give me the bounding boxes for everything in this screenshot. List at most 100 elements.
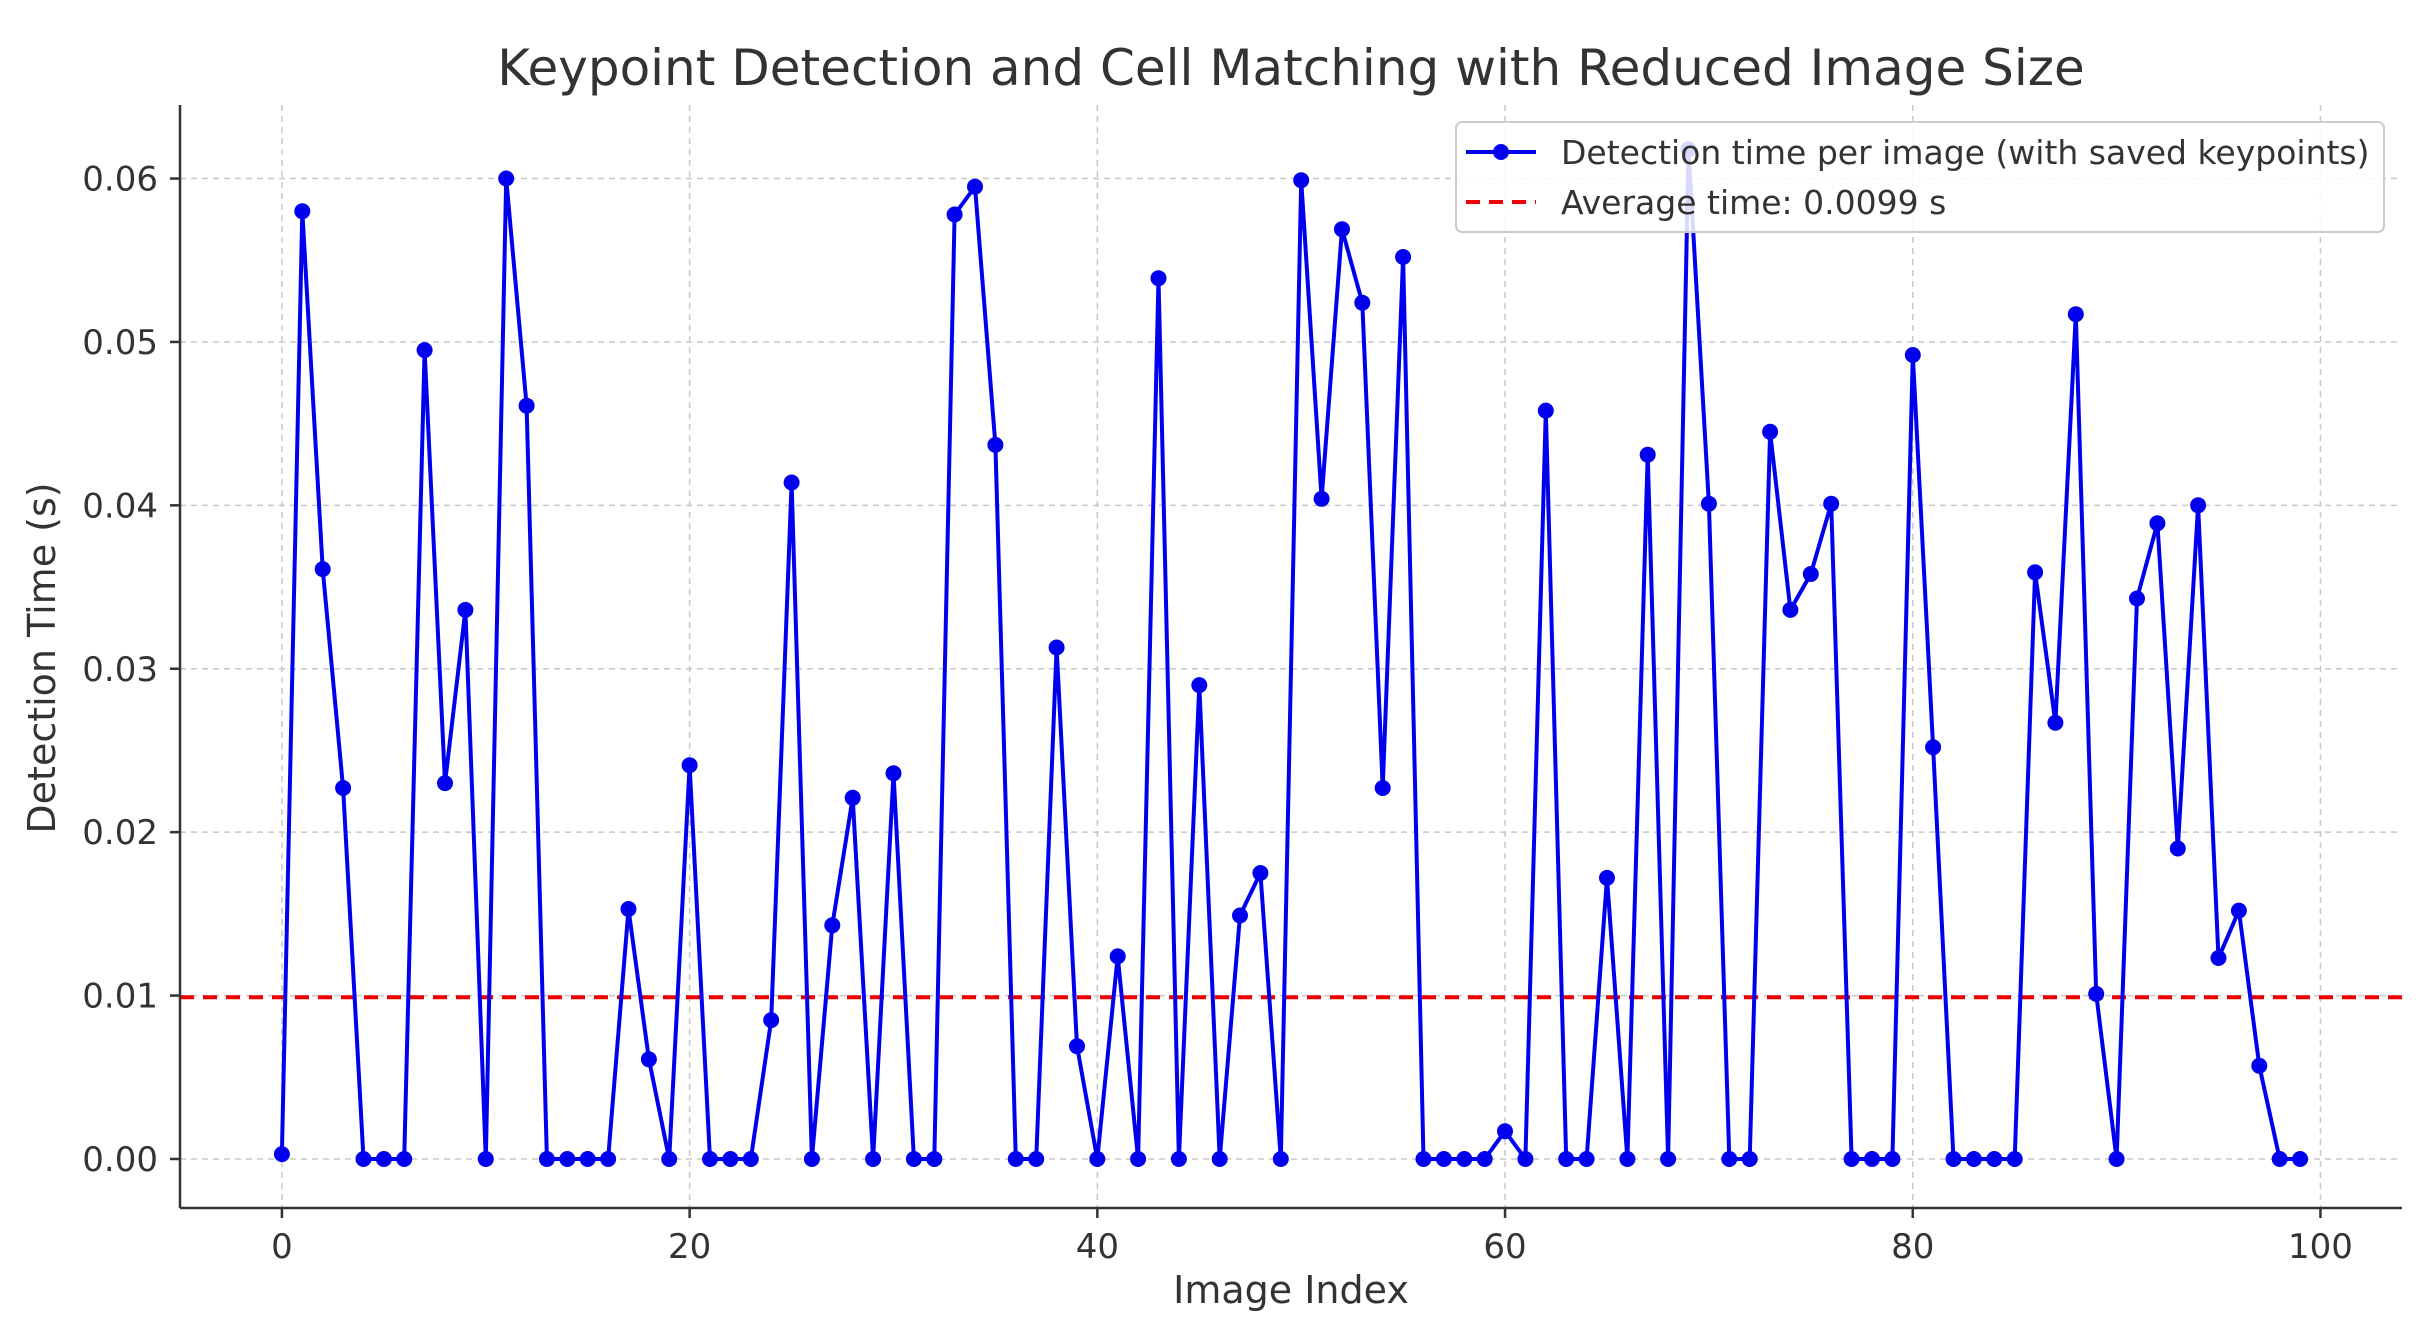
data-point xyxy=(1293,172,1310,189)
data-point xyxy=(1007,1151,1024,1167)
y-tick-label: 0.04 xyxy=(82,486,158,526)
data-point xyxy=(1965,1151,1982,1167)
data-point xyxy=(1089,1151,1106,1167)
data-point xyxy=(1252,865,1269,881)
legend-series-marker xyxy=(1493,144,1509,160)
data-point xyxy=(803,1151,820,1167)
data-point xyxy=(2292,1151,2309,1167)
data-point xyxy=(1232,907,1248,924)
data-point xyxy=(885,765,902,782)
y-tick-label: 0.02 xyxy=(82,813,158,853)
data-point xyxy=(1700,495,1717,512)
data-point xyxy=(2149,515,2166,532)
data-point xyxy=(620,901,637,917)
data-point xyxy=(783,474,800,491)
data-point xyxy=(273,1146,290,1163)
chart-title: Keypoint Detection and Cell Matching wit… xyxy=(497,39,2085,97)
data-point xyxy=(579,1151,596,1167)
data-point xyxy=(1782,601,1799,618)
data-point xyxy=(1374,780,1391,796)
data-point xyxy=(1599,869,1615,886)
x-tick-label: 40 xyxy=(1076,1227,1119,1267)
data-point xyxy=(1069,1038,1085,1055)
data-point xyxy=(2108,1151,2125,1167)
data-point xyxy=(2210,950,2227,966)
data-point xyxy=(1028,1151,1045,1167)
data-point xyxy=(498,170,515,187)
x-tick-label: 60 xyxy=(1483,1227,1526,1267)
data-point xyxy=(2067,306,2084,323)
data-point xyxy=(1395,249,1412,265)
data-point xyxy=(1904,347,1921,363)
data-point xyxy=(1762,423,1779,440)
data-point xyxy=(905,1151,922,1167)
legend: Detection time per image (with saved key… xyxy=(1455,121,2385,233)
data-point xyxy=(1864,1151,1880,1167)
data-point xyxy=(1130,1151,1147,1167)
data-point xyxy=(1639,446,1656,463)
data-point xyxy=(1517,1151,1534,1167)
axes xyxy=(178,105,2402,1210)
x-axis-label: Image Index xyxy=(1173,1268,1409,1312)
data-point xyxy=(1884,1151,1901,1167)
data-point xyxy=(2047,714,2064,731)
data-point xyxy=(844,789,861,806)
x-tick-label: 0 xyxy=(271,1227,293,1267)
data-point xyxy=(1721,1151,1738,1167)
data-point xyxy=(1456,1151,1473,1167)
data-point xyxy=(396,1151,413,1167)
data-point xyxy=(477,1151,494,1167)
data-point xyxy=(2006,1151,2023,1167)
data-point xyxy=(1497,1123,1513,1140)
data-point xyxy=(2169,840,2186,857)
data-point xyxy=(294,203,311,220)
data-point xyxy=(640,1051,657,1068)
data-point xyxy=(926,1151,943,1167)
data-point xyxy=(600,1151,617,1167)
data-point xyxy=(865,1151,882,1167)
data-point xyxy=(335,780,352,796)
data-point xyxy=(559,1151,576,1167)
data-point xyxy=(1048,639,1065,656)
data-point xyxy=(1415,1151,1432,1167)
data-point xyxy=(437,775,453,792)
data-point xyxy=(1272,1151,1289,1167)
y-tick-label: 0.00 xyxy=(82,1140,158,1180)
data-point xyxy=(824,917,841,934)
x-tick-label: 20 xyxy=(668,1227,711,1267)
data-point xyxy=(314,561,331,578)
x-tick-label: 100 xyxy=(2288,1227,2353,1267)
data-point xyxy=(1925,739,1942,756)
data-point xyxy=(2027,564,2044,581)
y-tick-label: 0.03 xyxy=(82,650,158,690)
data-point xyxy=(1109,948,1126,965)
data-point xyxy=(1170,1151,1187,1167)
data-point xyxy=(1150,270,1167,287)
data-point xyxy=(1334,221,1350,238)
data-point xyxy=(1986,1151,2003,1167)
data-point xyxy=(1619,1151,1636,1167)
data-point xyxy=(661,1151,678,1167)
data-point xyxy=(1537,402,1554,419)
series-layer xyxy=(273,141,2309,1167)
data-point xyxy=(1558,1151,1575,1167)
data-point xyxy=(967,178,983,195)
legend-series-label: Detection time per image (with saved key… xyxy=(1561,133,2369,172)
data-point xyxy=(1660,1151,1677,1167)
data-point xyxy=(946,206,963,223)
data-point xyxy=(702,1151,718,1167)
data-point xyxy=(1802,566,1819,582)
data-point xyxy=(1945,1151,1962,1167)
data-point xyxy=(2190,497,2207,514)
data-point xyxy=(1741,1151,1758,1167)
data-point xyxy=(355,1151,372,1167)
data-point xyxy=(681,757,698,774)
data-point xyxy=(1435,1151,1452,1167)
y-axis-label: Detection Time (s) xyxy=(20,482,64,833)
data-point xyxy=(1823,495,1840,512)
legend-average-label: Average time: 0.0099 s xyxy=(1561,183,1946,222)
series-line xyxy=(279,147,2301,1161)
data-point xyxy=(518,397,535,414)
data-point xyxy=(1476,1151,1493,1167)
